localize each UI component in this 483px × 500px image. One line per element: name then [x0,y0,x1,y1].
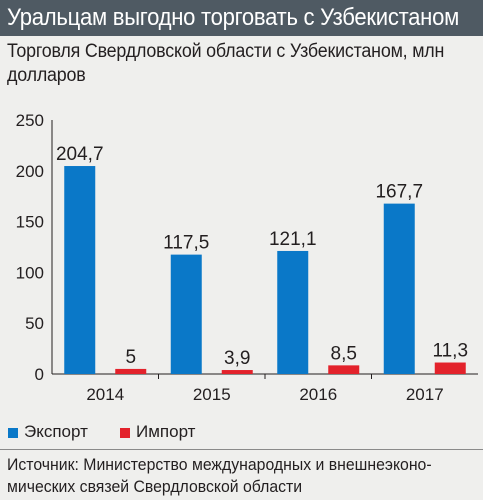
bar-import [328,365,360,374]
bar-import [115,368,147,374]
data-label-import: 5 [125,347,136,368]
data-label-export: 204,7 [56,144,104,165]
y-tick-label: 100 [16,263,44,282]
legend-swatch-import [120,428,130,438]
y-tick-label: 0 [35,365,44,384]
header-bar: Уральцам выгодно торговать с Узбекистано… [0,0,483,36]
bar-export [64,166,96,374]
source-line-1: Источник: Министерство международных и в… [7,455,432,474]
chart-subtitle: Торговля Свердловской области с Узбекист… [7,40,477,88]
data-label-import: 11,3 [432,341,468,362]
bar-export [170,254,202,374]
bar-import [221,370,253,374]
y-tick-label: 150 [16,213,44,232]
y-tick-label: 250 [16,111,44,130]
subtitle-line-1: Торговля Свердловской области с Узбекист… [7,41,445,62]
x-tick-label: 2014 [86,385,124,404]
chart-headline: Уральцам выгодно торговать с Узбекистано… [7,4,460,31]
y-tick-label: 50 [25,314,44,333]
data-label-import: 3,9 [224,348,250,369]
source-line-2: мических связей Свердловской области [7,477,303,496]
bar-export [383,203,415,374]
x-tick-label: 2016 [299,385,337,404]
y-tick-label: 200 [16,162,44,181]
bar-import [434,362,466,374]
bar-export [277,250,309,374]
data-label-import: 8,5 [331,343,357,364]
source-note: Источник: Министерство международных и в… [7,454,479,498]
x-tick-label: 2017 [406,385,444,404]
data-label-export: 121,1 [269,229,317,250]
data-label-export: 117,5 [163,233,209,254]
data-label-export: 167,7 [375,182,423,203]
divider [0,449,483,450]
legend-label-import: Импорт [136,422,196,441]
legend-label-export: Экспорт [24,422,88,441]
legend-swatch-export [8,428,18,438]
subtitle-line-2: долларов [7,65,86,86]
x-tick-label: 2015 [193,385,231,404]
